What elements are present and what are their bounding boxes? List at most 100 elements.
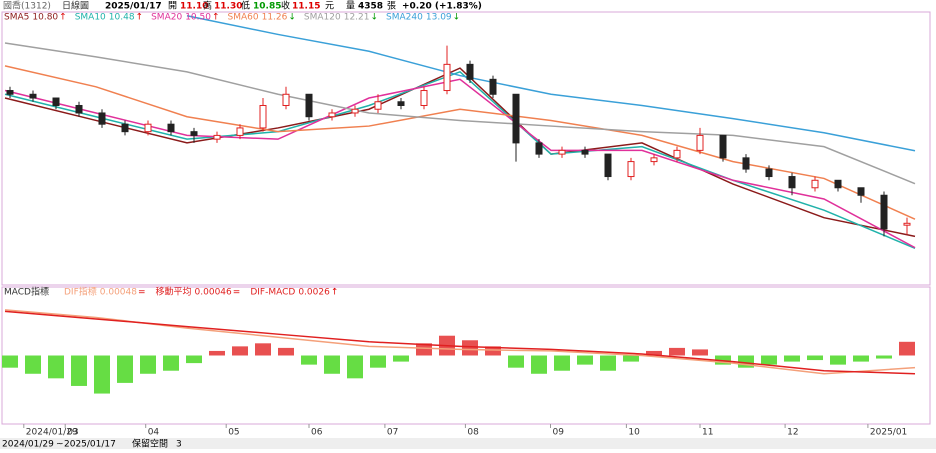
start-date[interactable]: 2024/01/29 [2, 440, 54, 450]
candle-body [834, 179, 842, 189]
x-tick-label: 04 [148, 428, 160, 438]
candle-body [742, 157, 750, 170]
osc-bar [416, 343, 432, 356]
legend-arrow: ↓ [453, 13, 461, 23]
osc-bar [94, 355, 110, 394]
close: 11.15 [292, 2, 320, 12]
osc-bar [692, 349, 708, 356]
legend-value: 10.48 [109, 13, 135, 23]
candle-body [604, 153, 612, 178]
osc-bar [209, 350, 225, 356]
candle-body [167, 123, 175, 133]
osc-bar [347, 355, 363, 379]
osc-bar [554, 355, 570, 371]
candle-body [903, 222, 911, 226]
candle-body [351, 108, 359, 114]
candle-body [52, 97, 60, 106]
legend-name: SMA60 [228, 13, 259, 23]
osc-bar [163, 355, 179, 371]
legend-arrow: ↓ [288, 13, 296, 23]
osc-bar [807, 355, 823, 361]
candle-body [259, 104, 267, 129]
legend-name: SMA120 [304, 13, 341, 23]
candle-body [213, 134, 221, 140]
candle-body [328, 112, 336, 118]
candle-body [581, 149, 589, 155]
candle-body [190, 131, 198, 136]
candle-body [811, 179, 819, 189]
osc-bar [2, 355, 18, 368]
osc-bar [140, 355, 156, 374]
legend-value: 0.00046 [195, 288, 232, 298]
candle-body [788, 176, 796, 189]
unit: 元 [325, 2, 334, 12]
legend-name: DIF指標 [64, 286, 97, 298]
osc-bar [784, 355, 800, 362]
osc-bar [853, 355, 869, 362]
candle-body [29, 93, 37, 99]
macd-line [4, 310, 916, 375]
candle-body [880, 194, 888, 230]
legend-name: DIF-MACD [250, 288, 295, 298]
x-tick-label: 12 [787, 428, 798, 438]
osc-bar [301, 355, 317, 365]
x-tick-label: 07 [387, 428, 398, 438]
high: 11.30 [214, 2, 242, 12]
candle-body [75, 104, 83, 114]
ma-line [4, 65, 916, 220]
osc-bar [393, 355, 409, 362]
open-label: 開 [168, 1, 177, 12]
legend-name: SMA20 [151, 13, 182, 23]
low: 10.85 [253, 2, 281, 12]
candle-body [420, 90, 428, 106]
ma-line [186, 15, 916, 152]
volume: 4358 [358, 2, 383, 12]
osc-bar [485, 346, 501, 356]
end-date[interactable]: 2025/01/17 [64, 440, 116, 450]
candle-body [98, 112, 106, 125]
osc-bar [899, 341, 915, 356]
candle-body [305, 93, 313, 118]
open: 11.10 [180, 2, 208, 12]
candle-body [696, 134, 704, 151]
candle-body [489, 78, 497, 95]
osc-bar [646, 350, 662, 356]
x-tick-label: 09 [553, 428, 565, 438]
candle-body [857, 187, 865, 196]
x-tick-label: 08 [467, 428, 479, 438]
low-label: 低 [241, 0, 250, 12]
osc-bar [600, 355, 616, 371]
reserve[interactable]: 3 [176, 440, 182, 450]
legend-name: SMA5 [4, 13, 29, 23]
candle-body [121, 123, 129, 133]
legend-name: SMA240 [386, 13, 423, 23]
close-label: 收 [281, 0, 290, 12]
legend-value: 0.0026 [298, 288, 330, 298]
legend-name: SMA10 [75, 13, 106, 23]
volume-unit: 張 [387, 1, 396, 12]
legend-arrow: = [233, 288, 241, 298]
candle-body [443, 63, 451, 92]
legend-arrow: = [138, 288, 146, 298]
period: 日線圖 [62, 0, 89, 12]
osc-bar [117, 355, 133, 383]
x-tick-label: 11 [702, 428, 713, 438]
ma-line [4, 70, 916, 250]
candle-body [650, 157, 658, 163]
legend-value: 12.21 [344, 13, 370, 23]
osc-bar [623, 355, 639, 362]
osc-bar [669, 347, 685, 356]
reserve-label: 保留空間 [132, 438, 168, 450]
candle-body [144, 123, 152, 133]
osc-bar [255, 343, 271, 356]
candle-body [6, 90, 14, 95]
date: 2025/01/17 [105, 2, 162, 12]
legend-arrow: ↑ [212, 13, 220, 23]
legend-value: 10.80 [32, 13, 58, 23]
osc-bar [876, 355, 892, 359]
osc-bar [370, 355, 386, 368]
candle-body [627, 161, 635, 178]
osc-bar [71, 355, 87, 386]
x-tick-label: 2025/01 [870, 428, 907, 438]
